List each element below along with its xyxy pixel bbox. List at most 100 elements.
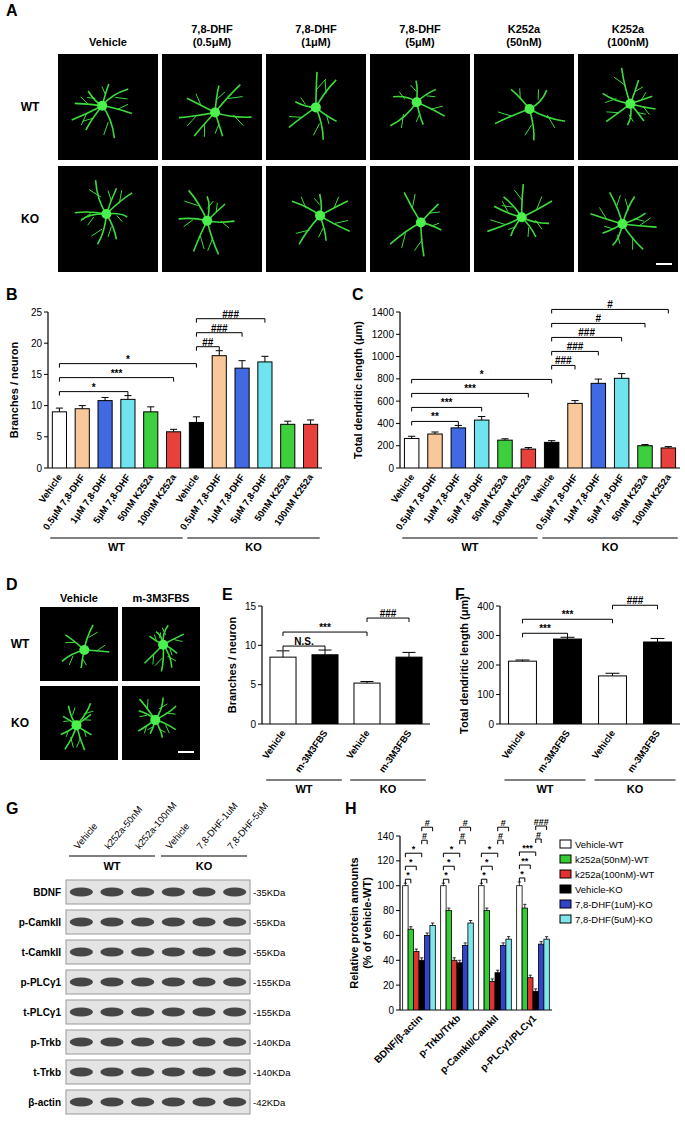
- soma: [617, 219, 627, 229]
- band: [100, 1008, 123, 1017]
- y-tick: [396, 356, 400, 357]
- row-label: β-actin: [28, 1097, 61, 1108]
- band: [131, 978, 154, 987]
- lane-label: 7,8-DHF-5uM: [225, 800, 270, 851]
- bar: [189, 422, 203, 468]
- micrograph: [162, 54, 262, 160]
- bar: [599, 676, 627, 724]
- group-label: KO: [602, 541, 619, 553]
- significance-label: ***: [319, 622, 331, 633]
- error-bar: [276, 651, 289, 657]
- size-label: -155KDa: [253, 977, 291, 988]
- error-bar: [402, 652, 415, 657]
- band: [70, 948, 93, 957]
- bar: [509, 661, 537, 724]
- y-tick: [258, 606, 262, 607]
- micrograph: [58, 54, 158, 160]
- dendrite-branch: [91, 229, 102, 236]
- y-tick: [44, 436, 48, 437]
- y-tick: [258, 645, 262, 646]
- dendrite-branch: [614, 77, 626, 86]
- bar: [462, 945, 467, 1010]
- significance-label: #: [498, 831, 503, 841]
- dendrite-branch: [115, 97, 127, 99]
- dendrite-branch: [215, 124, 219, 133]
- dendrite-branch: [318, 228, 323, 237]
- band: [223, 918, 246, 927]
- dendrite-branch: [632, 237, 633, 250]
- soma: [79, 645, 89, 655]
- x-tick-label: p-PLCγ1/PLCγ1: [478, 1012, 539, 1073]
- dendrite-branch: [233, 115, 243, 126]
- y-tick-label: 0: [388, 1005, 394, 1016]
- y-tick: [496, 635, 500, 636]
- significance-label: ###: [578, 327, 595, 338]
- band: [162, 1068, 185, 1077]
- band: [70, 978, 93, 987]
- bar: [75, 409, 89, 468]
- soma: [71, 720, 81, 730]
- y-tick-label: 15: [31, 369, 43, 380]
- dendrite-branch: [147, 699, 149, 709]
- column-header: 7,8-DHF: [399, 23, 441, 35]
- error-bar: [420, 958, 423, 960]
- dendrite-branch: [416, 113, 420, 122]
- marks: [52, 351, 317, 468]
- y-axis-title: Total dendritic length (μm): [352, 321, 364, 459]
- y-tick-label: 600: [377, 396, 394, 407]
- significance-label: ###: [567, 341, 584, 352]
- error-bar: [534, 989, 537, 991]
- bar: [281, 424, 295, 468]
- bar: [498, 440, 512, 468]
- dendrite-branch: [629, 114, 634, 121]
- dendrite-branch: [159, 729, 166, 733]
- bar: [638, 446, 652, 468]
- significance-label: #: [536, 830, 541, 840]
- dendrite-branch: [84, 730, 86, 737]
- x-tick-label: 100nM K252a: [629, 471, 673, 527]
- x-tick-label: 100nM K252a: [272, 471, 316, 527]
- y-tick: [396, 423, 400, 424]
- band: [70, 1098, 93, 1107]
- band: [162, 948, 185, 957]
- dendrite-branch: [326, 114, 329, 124]
- dendrite-branch: [69, 656, 73, 665]
- dendrite-branch: [166, 713, 176, 714]
- dendrite-branch: [498, 112, 512, 116]
- dendrite-branch: [108, 227, 111, 237]
- dendrite-branch: [63, 720, 69, 722]
- dendrite-branch: [508, 227, 516, 230]
- dendrite-branch: [325, 80, 327, 94]
- y-tick: [496, 724, 500, 725]
- significance-label: #: [422, 831, 427, 841]
- bar: [522, 908, 527, 1010]
- significance-label: **: [521, 856, 529, 866]
- dendrite-branch: [119, 190, 121, 203]
- significance-label: *: [409, 857, 413, 867]
- bar-chart: B0510152025Branches / neuronVehicle0.5μM…: [6, 286, 322, 553]
- group-line: [505, 779, 586, 780]
- bar: [424, 935, 429, 1010]
- y-tick-label: 100: [377, 880, 394, 891]
- soma: [412, 97, 422, 107]
- error-bar: [548, 441, 555, 443]
- dendrite-branch: [167, 656, 176, 661]
- legend-swatch: [560, 855, 571, 863]
- bar: [354, 683, 380, 724]
- dendrite-branch: [71, 737, 74, 747]
- bar: [98, 401, 112, 468]
- dendrite-branch: [643, 106, 649, 114]
- band: [223, 948, 246, 957]
- y-tick-label: 0: [388, 463, 394, 474]
- group-label: WT: [103, 860, 120, 872]
- error-bar: [318, 650, 331, 655]
- significance-label: ###: [211, 323, 228, 334]
- bar: [533, 991, 538, 1010]
- dendrite-branch: [289, 116, 302, 118]
- band: [131, 888, 154, 897]
- dendrite-branch: [196, 94, 201, 106]
- legend-swatch: [560, 900, 571, 908]
- band: [70, 888, 93, 897]
- bar: [479, 886, 484, 1010]
- error-bar: [408, 436, 415, 438]
